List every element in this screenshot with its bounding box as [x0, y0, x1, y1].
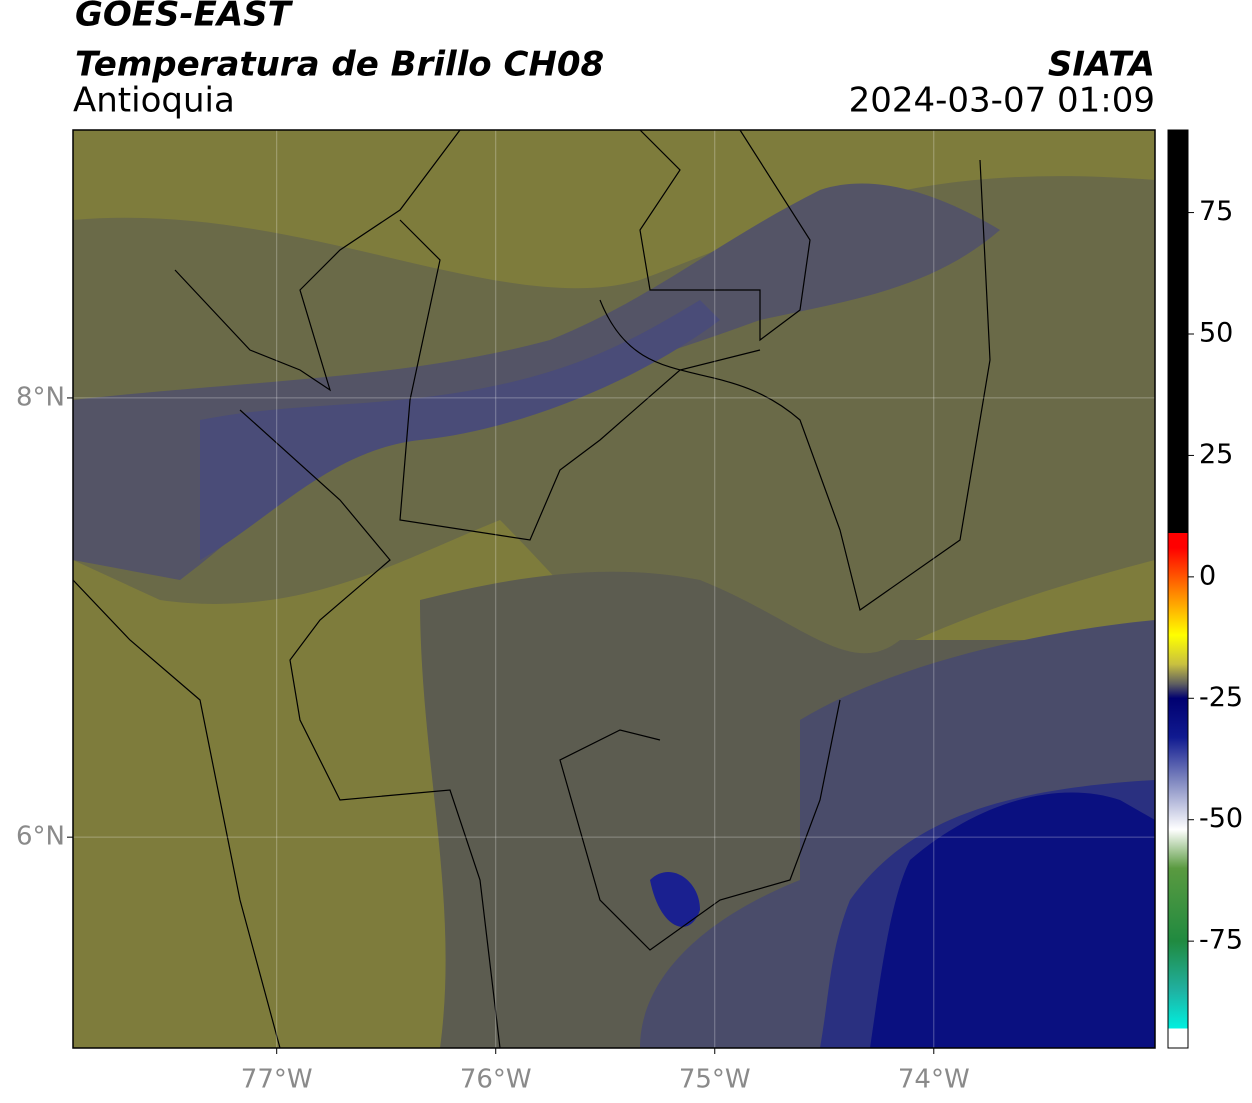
colorbar-tick-label: -50	[1199, 803, 1243, 834]
x-tick-label: 74°W	[898, 1065, 970, 1095]
x-tick-label: 75°W	[679, 1065, 751, 1095]
y-tick-label: 6°N	[16, 822, 65, 852]
subtitle: Temperatura de Brillo CH08	[75, 45, 604, 85]
x-tick-label: 77°W	[241, 1065, 313, 1095]
colorbar-tick-label: -75	[1199, 925, 1243, 956]
map-frame	[72, 129, 1156, 1049]
x-tick-label: 76°W	[460, 1065, 532, 1095]
colorbar-tick-label: -25	[1199, 682, 1243, 713]
datetime: 2024-03-07 01:09	[849, 81, 1155, 121]
source: SIATA	[1048, 45, 1155, 85]
colorbar-tick-label: 50	[1199, 318, 1233, 349]
colorbar-tick-label: 0	[1199, 560, 1216, 591]
title: GOES-EAST	[75, 0, 294, 35]
grid	[73, 130, 1155, 1048]
colorbar-tick-label: 25	[1199, 439, 1233, 470]
colorbar	[1167, 129, 1189, 1049]
region: Antioquia	[73, 81, 235, 121]
map-imagery	[73, 130, 1155, 1048]
colorbar-tick-label: 75	[1199, 196, 1233, 227]
y-tick-label: 8°N	[16, 382, 65, 412]
